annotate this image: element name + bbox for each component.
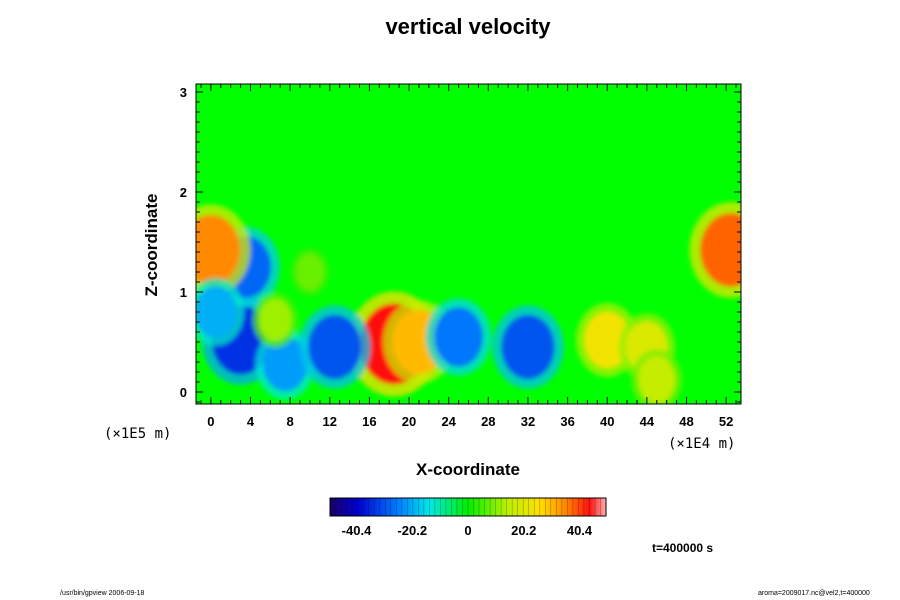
- x-tick-label: 32: [521, 414, 535, 429]
- field-feature: [196, 215, 241, 285]
- x-tick-label: 52: [719, 414, 733, 429]
- x-tick-label: 40: [600, 414, 614, 429]
- x-scale-label: (×1E4 m): [668, 436, 736, 452]
- x-tick-label: 24: [441, 414, 456, 429]
- field-feature: [700, 213, 741, 287]
- chart-title: vertical velocity: [385, 14, 551, 39]
- time-annotation: t=400000 s: [652, 541, 714, 555]
- colorbar: [330, 498, 606, 516]
- x-tick-label: 44: [640, 414, 655, 429]
- colorbar-tick-label: -40.4: [342, 523, 372, 538]
- y-tick-label: 3: [180, 85, 187, 100]
- x-tick-label: 16: [362, 414, 376, 429]
- x-tick-label: 0: [207, 414, 214, 429]
- colorbar-tick-label: 20.2: [511, 523, 536, 538]
- y-tick-label: 2: [180, 185, 187, 200]
- field-feature: [308, 315, 362, 379]
- field-feature: [295, 253, 325, 291]
- field-feature: [501, 315, 555, 379]
- footer-right: aroma=2009017.nc@vel2,t=400000: [758, 590, 870, 597]
- x-tick-label: 48: [679, 414, 693, 429]
- field-feature: [258, 298, 292, 342]
- y-tick-label: 1: [180, 285, 187, 300]
- x-tick-label: 4: [247, 414, 255, 429]
- colorbar-frame: [329, 497, 607, 517]
- x-tick-label: 8: [287, 414, 294, 429]
- field-feature: [434, 307, 483, 367]
- x-tick-label: 12: [323, 414, 337, 429]
- footer-left: /usr/bin/gpview 2006-09-18: [60, 590, 145, 597]
- field-feature: [263, 336, 308, 392]
- colorbar-tick-label: 0: [464, 523, 471, 538]
- x-tick-label: 36: [560, 414, 574, 429]
- y-axis-label: Z-coordinate: [142, 193, 161, 297]
- field-feature: [584, 311, 631, 369]
- field-feature: [637, 356, 676, 404]
- x-tick-label: 28: [481, 414, 495, 429]
- colorbar-tick-label: -20.2: [397, 523, 427, 538]
- x-axis-label: X-coordinate: [416, 460, 520, 479]
- x-tick-label: 20: [402, 414, 416, 429]
- y-scale-label: (×1E5 m): [104, 426, 172, 442]
- y-tick-label: 0: [180, 385, 187, 400]
- colorbar-tick-label: 40.4: [567, 523, 593, 538]
- field-feature: [196, 286, 237, 338]
